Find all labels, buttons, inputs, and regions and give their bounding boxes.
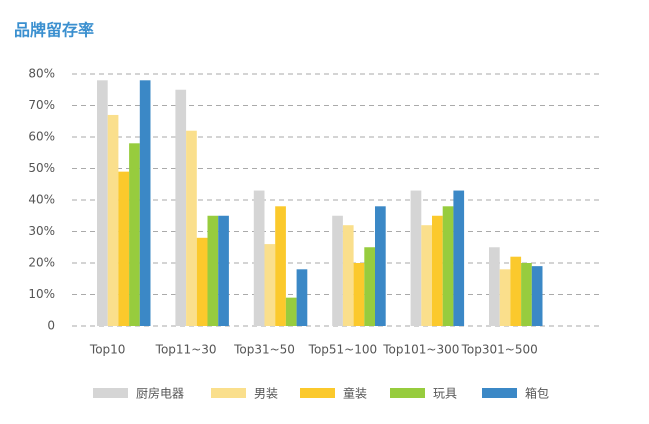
x-tick-label: Top10 xyxy=(89,343,126,357)
bar xyxy=(510,256,522,326)
y-tick-label: 30% xyxy=(28,224,55,238)
bar xyxy=(521,263,532,326)
y-tick-label: 20% xyxy=(28,256,55,270)
bar xyxy=(421,225,432,326)
legend-swatch xyxy=(482,388,517,398)
bar xyxy=(196,237,208,326)
bar xyxy=(253,190,265,326)
bar xyxy=(296,269,308,326)
y-tick-label: 10% xyxy=(28,287,55,301)
bar xyxy=(275,206,286,326)
y-tick-label: 0 xyxy=(47,319,55,333)
legend-swatch xyxy=(300,388,335,398)
bar xyxy=(186,130,197,326)
bar xyxy=(139,80,151,326)
bar xyxy=(218,215,229,326)
legend-label: 童装 xyxy=(343,386,367,401)
chart-title: 品牌留存率 xyxy=(14,21,94,40)
bar xyxy=(342,225,354,326)
bar xyxy=(107,114,119,326)
legend-label: 箱包 xyxy=(525,386,549,401)
bar xyxy=(129,143,140,326)
bar xyxy=(332,215,343,326)
bar xyxy=(364,247,375,326)
bar xyxy=(410,190,422,326)
bar xyxy=(531,266,543,326)
x-tick-label: Top31~50 xyxy=(233,343,295,357)
bar xyxy=(118,171,130,326)
bar xyxy=(375,206,386,326)
bar xyxy=(432,215,443,326)
bar xyxy=(489,247,500,326)
x-tick-label: Top51~100 xyxy=(308,343,377,357)
y-tick-label: 60% xyxy=(28,130,55,144)
legend-label: 男装 xyxy=(254,387,278,401)
y-tick-label: 40% xyxy=(28,193,55,207)
bar xyxy=(207,215,219,326)
bar xyxy=(97,80,108,326)
x-tick-label: Top301~500 xyxy=(461,343,538,357)
bar xyxy=(499,269,511,326)
legend-swatch xyxy=(211,388,246,398)
x-tick-label: Top11~30 xyxy=(155,343,217,357)
y-tick-label: 50% xyxy=(28,161,55,175)
bar xyxy=(353,263,365,326)
bar xyxy=(442,206,454,326)
x-tick-label: Top101~300 xyxy=(382,343,459,357)
legend-label: 玩具 xyxy=(433,387,457,401)
legend-swatch xyxy=(93,388,128,398)
y-tick-label: 80% xyxy=(28,67,55,81)
y-tick-label: 70% xyxy=(28,98,55,112)
bar xyxy=(453,190,465,326)
bar xyxy=(175,89,187,326)
bar xyxy=(285,297,297,326)
legend-label: 厨房电器 xyxy=(136,386,184,401)
legend-swatch xyxy=(390,388,425,398)
bar xyxy=(264,244,276,326)
